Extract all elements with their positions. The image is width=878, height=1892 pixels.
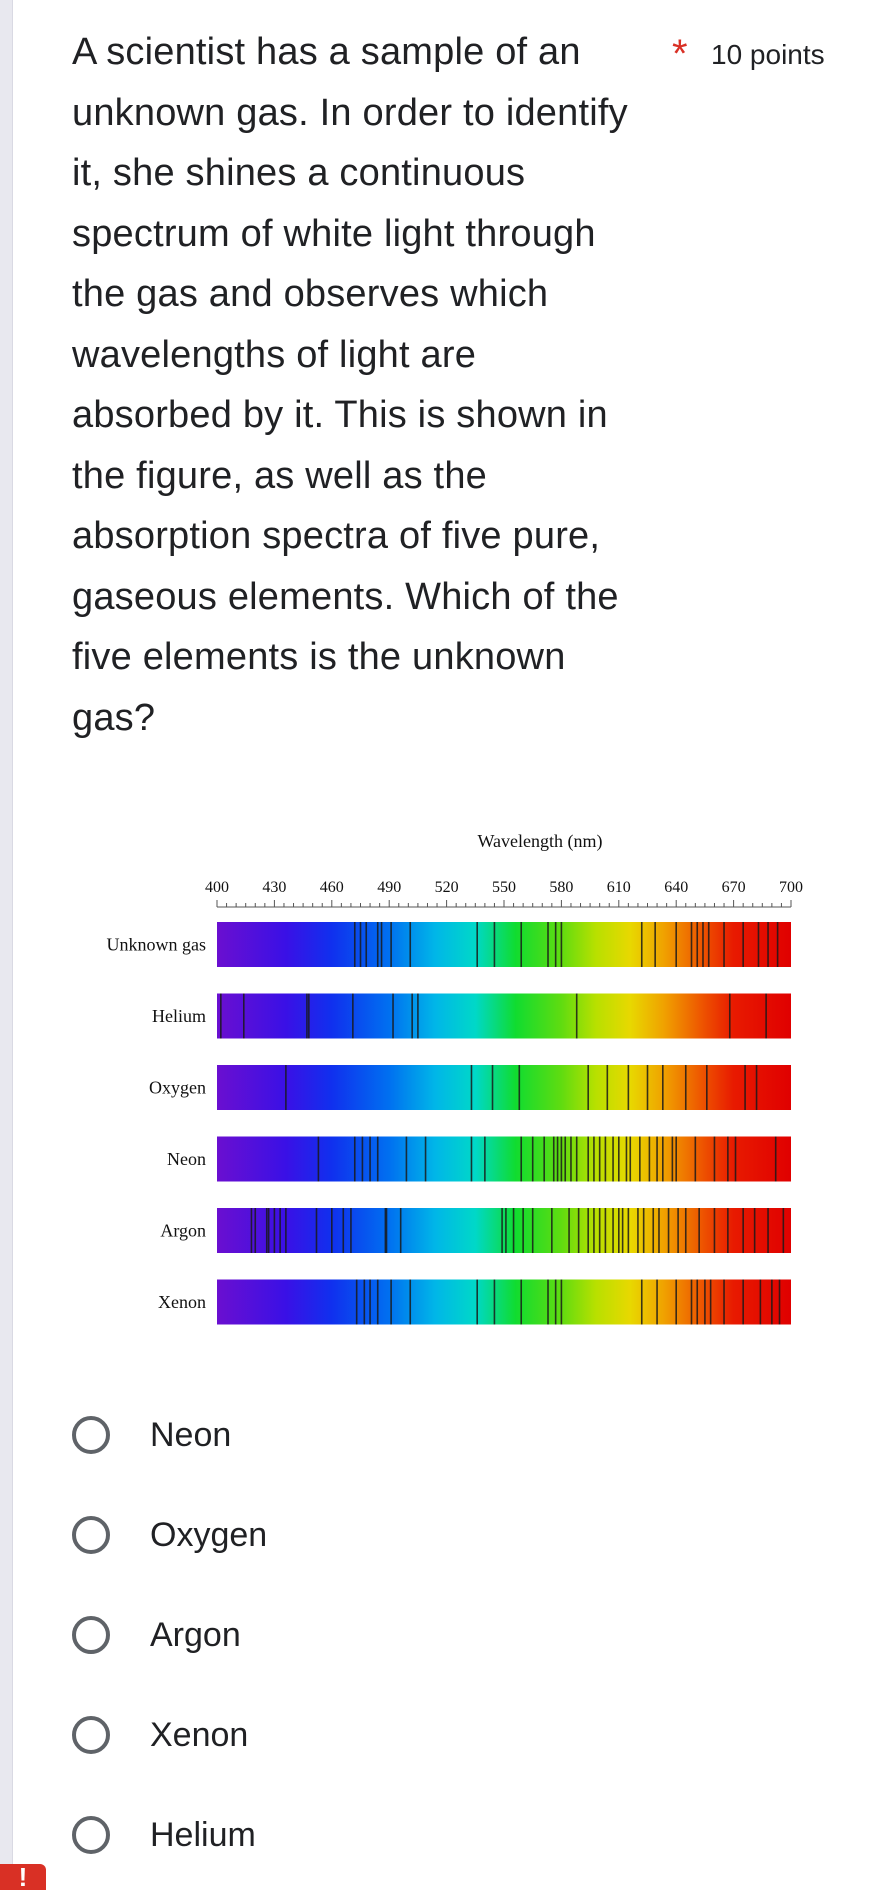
option-label: Oxygen: [150, 1515, 268, 1554]
question-line: gaseous elements. Which of the: [72, 575, 619, 618]
spectrum-row: Unknown gas: [107, 922, 791, 967]
radio-button[interactable]: [72, 1516, 110, 1554]
tick-label: 700: [779, 879, 803, 896]
axis-title: Wavelength (nm): [477, 831, 602, 852]
left-accent-bar: [0, 0, 13, 1890]
tick-label: 610: [607, 879, 631, 896]
radio-button[interactable]: [72, 1816, 110, 1854]
points-value: 10 points: [711, 39, 825, 70]
tick-label: 460: [320, 879, 344, 896]
radio-button[interactable]: [72, 1616, 110, 1654]
spectrum-label: Unknown gas: [107, 935, 207, 955]
spectrum-row: Helium: [152, 993, 791, 1039]
tick-label: 640: [664, 879, 688, 896]
question-line: wavelengths of light are: [72, 333, 477, 376]
error-icon: !: [0, 1864, 46, 1890]
option-label: Helium: [150, 1815, 256, 1854]
question-line: spectrum of white light through: [72, 212, 596, 255]
spectrum-label: Neon: [167, 1149, 206, 1169]
spectrum-row: Xenon: [158, 1279, 791, 1325]
spectrum-label: Helium: [152, 1006, 206, 1026]
spectrum-label: Xenon: [158, 1292, 206, 1312]
question-line: gas?: [72, 696, 156, 739]
spectra-svg: Wavelength (nm) 400 430 460 490 520 550 580 610…: [107, 831, 803, 1325]
question-line: absorption spectra of five pure,: [72, 515, 601, 557]
spectrum-bar: [217, 1208, 791, 1253]
option-neon[interactable]: Neon: [72, 1400, 572, 1470]
radio-button[interactable]: [72, 1416, 110, 1454]
question-text: A scientist has a sample of an unknown g…: [72, 22, 672, 748]
option-xenon[interactable]: Xenon: [72, 1700, 572, 1770]
spectrum-row: Neon: [167, 1136, 791, 1182]
tick-label: 430: [262, 879, 286, 896]
tick-label: 520: [435, 879, 459, 896]
spectrum-bar: [217, 993, 791, 1039]
spectra-figure: Wavelength (nm) 400 430 460 490 520 550 580 610…: [0, 820, 878, 1360]
question-line: unknown gas. In order to identify: [72, 91, 628, 134]
spectrum-label: Oxygen: [149, 1078, 206, 1098]
question-line: it, she shines a continuous: [72, 152, 526, 194]
option-label: Neon: [150, 1415, 232, 1454]
question-line: five elements is the unknown: [72, 636, 566, 678]
tick-label: 580: [549, 879, 573, 896]
spectrum-bar: [217, 1279, 791, 1325]
spectrum-bar: [217, 1065, 791, 1110]
question-line: A scientist has a sample of an: [72, 31, 581, 73]
spectrum-label: Argon: [160, 1221, 206, 1241]
spectrum-bar: [217, 1136, 791, 1182]
option-helium[interactable]: Helium: [72, 1800, 572, 1870]
question-line: absorbed by it. This is shown in: [72, 394, 608, 436]
question-line: the figure, as well as the: [72, 454, 487, 497]
spectrum-bar: [217, 922, 791, 967]
tick-label: 490: [377, 879, 401, 896]
radio-button[interactable]: [72, 1716, 110, 1754]
required-marker: *: [672, 32, 688, 76]
tick-label: 550: [492, 879, 516, 896]
option-label: Xenon: [150, 1715, 249, 1754]
tick-label: 400: [205, 879, 229, 896]
option-label: Argon: [150, 1615, 241, 1654]
tick-label: 670: [722, 879, 746, 896]
option-argon[interactable]: Argon: [72, 1600, 572, 1670]
question-line: the gas and observes which: [72, 273, 549, 315]
option-oxygen[interactable]: Oxygen: [72, 1500, 572, 1570]
spectrum-row: Oxygen: [149, 1065, 791, 1110]
spectrum-row: Argon: [160, 1208, 791, 1253]
